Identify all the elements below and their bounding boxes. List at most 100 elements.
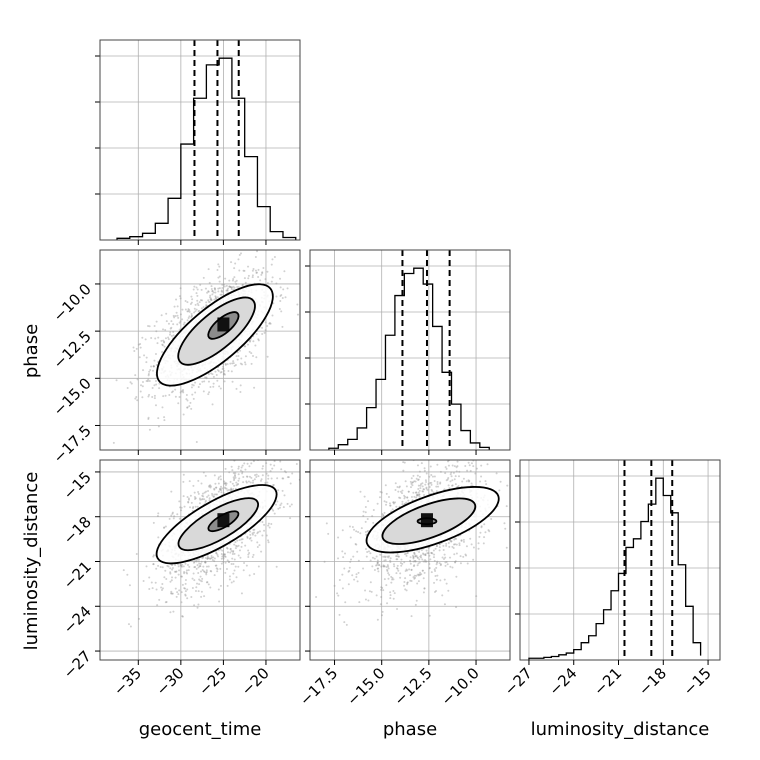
scatter-point <box>247 265 250 268</box>
scatter-point <box>421 485 424 488</box>
scatter-point <box>445 561 448 564</box>
scatter-point <box>169 333 172 336</box>
scatter-point <box>248 537 251 540</box>
scatter-point <box>425 487 428 490</box>
scatter-point <box>211 403 214 406</box>
scatter-point <box>410 615 413 618</box>
scatter-point <box>157 536 160 539</box>
scatter-point <box>455 470 458 473</box>
scatter-point <box>236 483 239 486</box>
scatter-point <box>337 536 340 539</box>
scatter-point <box>498 489 501 492</box>
scatter-point <box>250 462 253 465</box>
scatter-point <box>375 564 378 567</box>
scatter-point <box>240 252 243 255</box>
scatter-point <box>202 471 205 474</box>
scatter-point <box>406 569 409 572</box>
scatter-point <box>412 557 415 560</box>
scatter-point <box>215 297 218 300</box>
scatter-point <box>261 326 264 329</box>
scatter-point <box>418 558 421 561</box>
y-tick-label: −18 <box>60 513 95 548</box>
scatter-point <box>226 559 229 562</box>
scatter-point <box>212 382 215 385</box>
scatter-point <box>205 304 208 307</box>
scatter-point <box>237 544 240 547</box>
scatter-point <box>439 564 442 567</box>
scatter-point <box>147 417 150 420</box>
scatter-point <box>148 587 151 590</box>
scatter-point <box>140 384 143 387</box>
scatter-point <box>243 562 246 565</box>
scatter-point <box>252 355 255 358</box>
scatter-point <box>209 557 212 560</box>
scatter-point <box>153 397 156 400</box>
scatter-point <box>233 484 236 487</box>
scatter-point <box>240 592 243 595</box>
scatter-point <box>212 375 215 378</box>
scatter-point <box>248 350 251 353</box>
scatter-point <box>343 621 346 624</box>
scatter-point <box>207 373 210 376</box>
scatter-point <box>206 581 209 584</box>
scatter-point <box>428 486 431 489</box>
scatter-point <box>254 534 257 537</box>
scatter-point <box>371 565 374 568</box>
scatter-point <box>430 488 433 491</box>
scatter-point <box>226 584 229 587</box>
scatter-point <box>369 552 372 555</box>
scatter-point <box>455 575 458 578</box>
scatter-point <box>162 395 165 398</box>
scatter-point <box>176 323 179 326</box>
scatter-point <box>233 276 236 279</box>
scatter-point <box>237 554 240 557</box>
scatter-point <box>198 309 201 312</box>
scatter-point <box>177 316 180 319</box>
scatter-point <box>405 568 408 571</box>
scatter-point <box>145 565 148 568</box>
scatter-point <box>488 530 491 533</box>
scatter-point <box>348 569 351 572</box>
scatter-point <box>414 480 417 483</box>
scatter-point <box>198 558 201 561</box>
y-tick-label: −15 <box>60 468 95 503</box>
scatter-point <box>232 285 235 288</box>
scatter-point <box>416 573 419 576</box>
scatter-point <box>188 480 191 483</box>
scatter-point <box>263 450 265 452</box>
contour-line <box>416 517 438 526</box>
scatter-point <box>415 491 418 494</box>
scatter-point <box>182 413 185 416</box>
scatter-point <box>267 522 270 525</box>
scatter-point <box>208 557 211 560</box>
scatter-point <box>347 570 350 573</box>
scatter-point <box>148 325 151 328</box>
scatter-point <box>222 553 225 556</box>
scatter-point <box>194 381 197 384</box>
scatter-point <box>217 477 220 480</box>
scatter-point <box>379 603 382 606</box>
scatter-point <box>449 480 452 483</box>
scatter-point <box>252 528 255 531</box>
scatter-point <box>433 480 436 483</box>
scatter-point <box>228 285 231 288</box>
scatter-point <box>415 496 418 499</box>
scatter-point <box>422 552 425 555</box>
scatter-point <box>165 577 168 580</box>
scatter-point <box>179 563 182 566</box>
scatter-point <box>409 560 412 563</box>
scatter-point <box>181 615 184 618</box>
scatter-point <box>291 472 294 475</box>
scatter-point <box>396 555 399 558</box>
scatter-point <box>201 577 204 580</box>
scatter-point <box>145 356 148 359</box>
scatter-point <box>209 485 212 488</box>
scatter-point <box>226 287 229 290</box>
scatter-point <box>180 591 183 594</box>
scatter-point <box>224 555 227 558</box>
scatter-point <box>356 580 359 583</box>
scatter-point <box>480 526 483 529</box>
scatter-point <box>233 267 236 270</box>
contour-line <box>207 311 240 340</box>
scatter-point <box>442 548 445 551</box>
